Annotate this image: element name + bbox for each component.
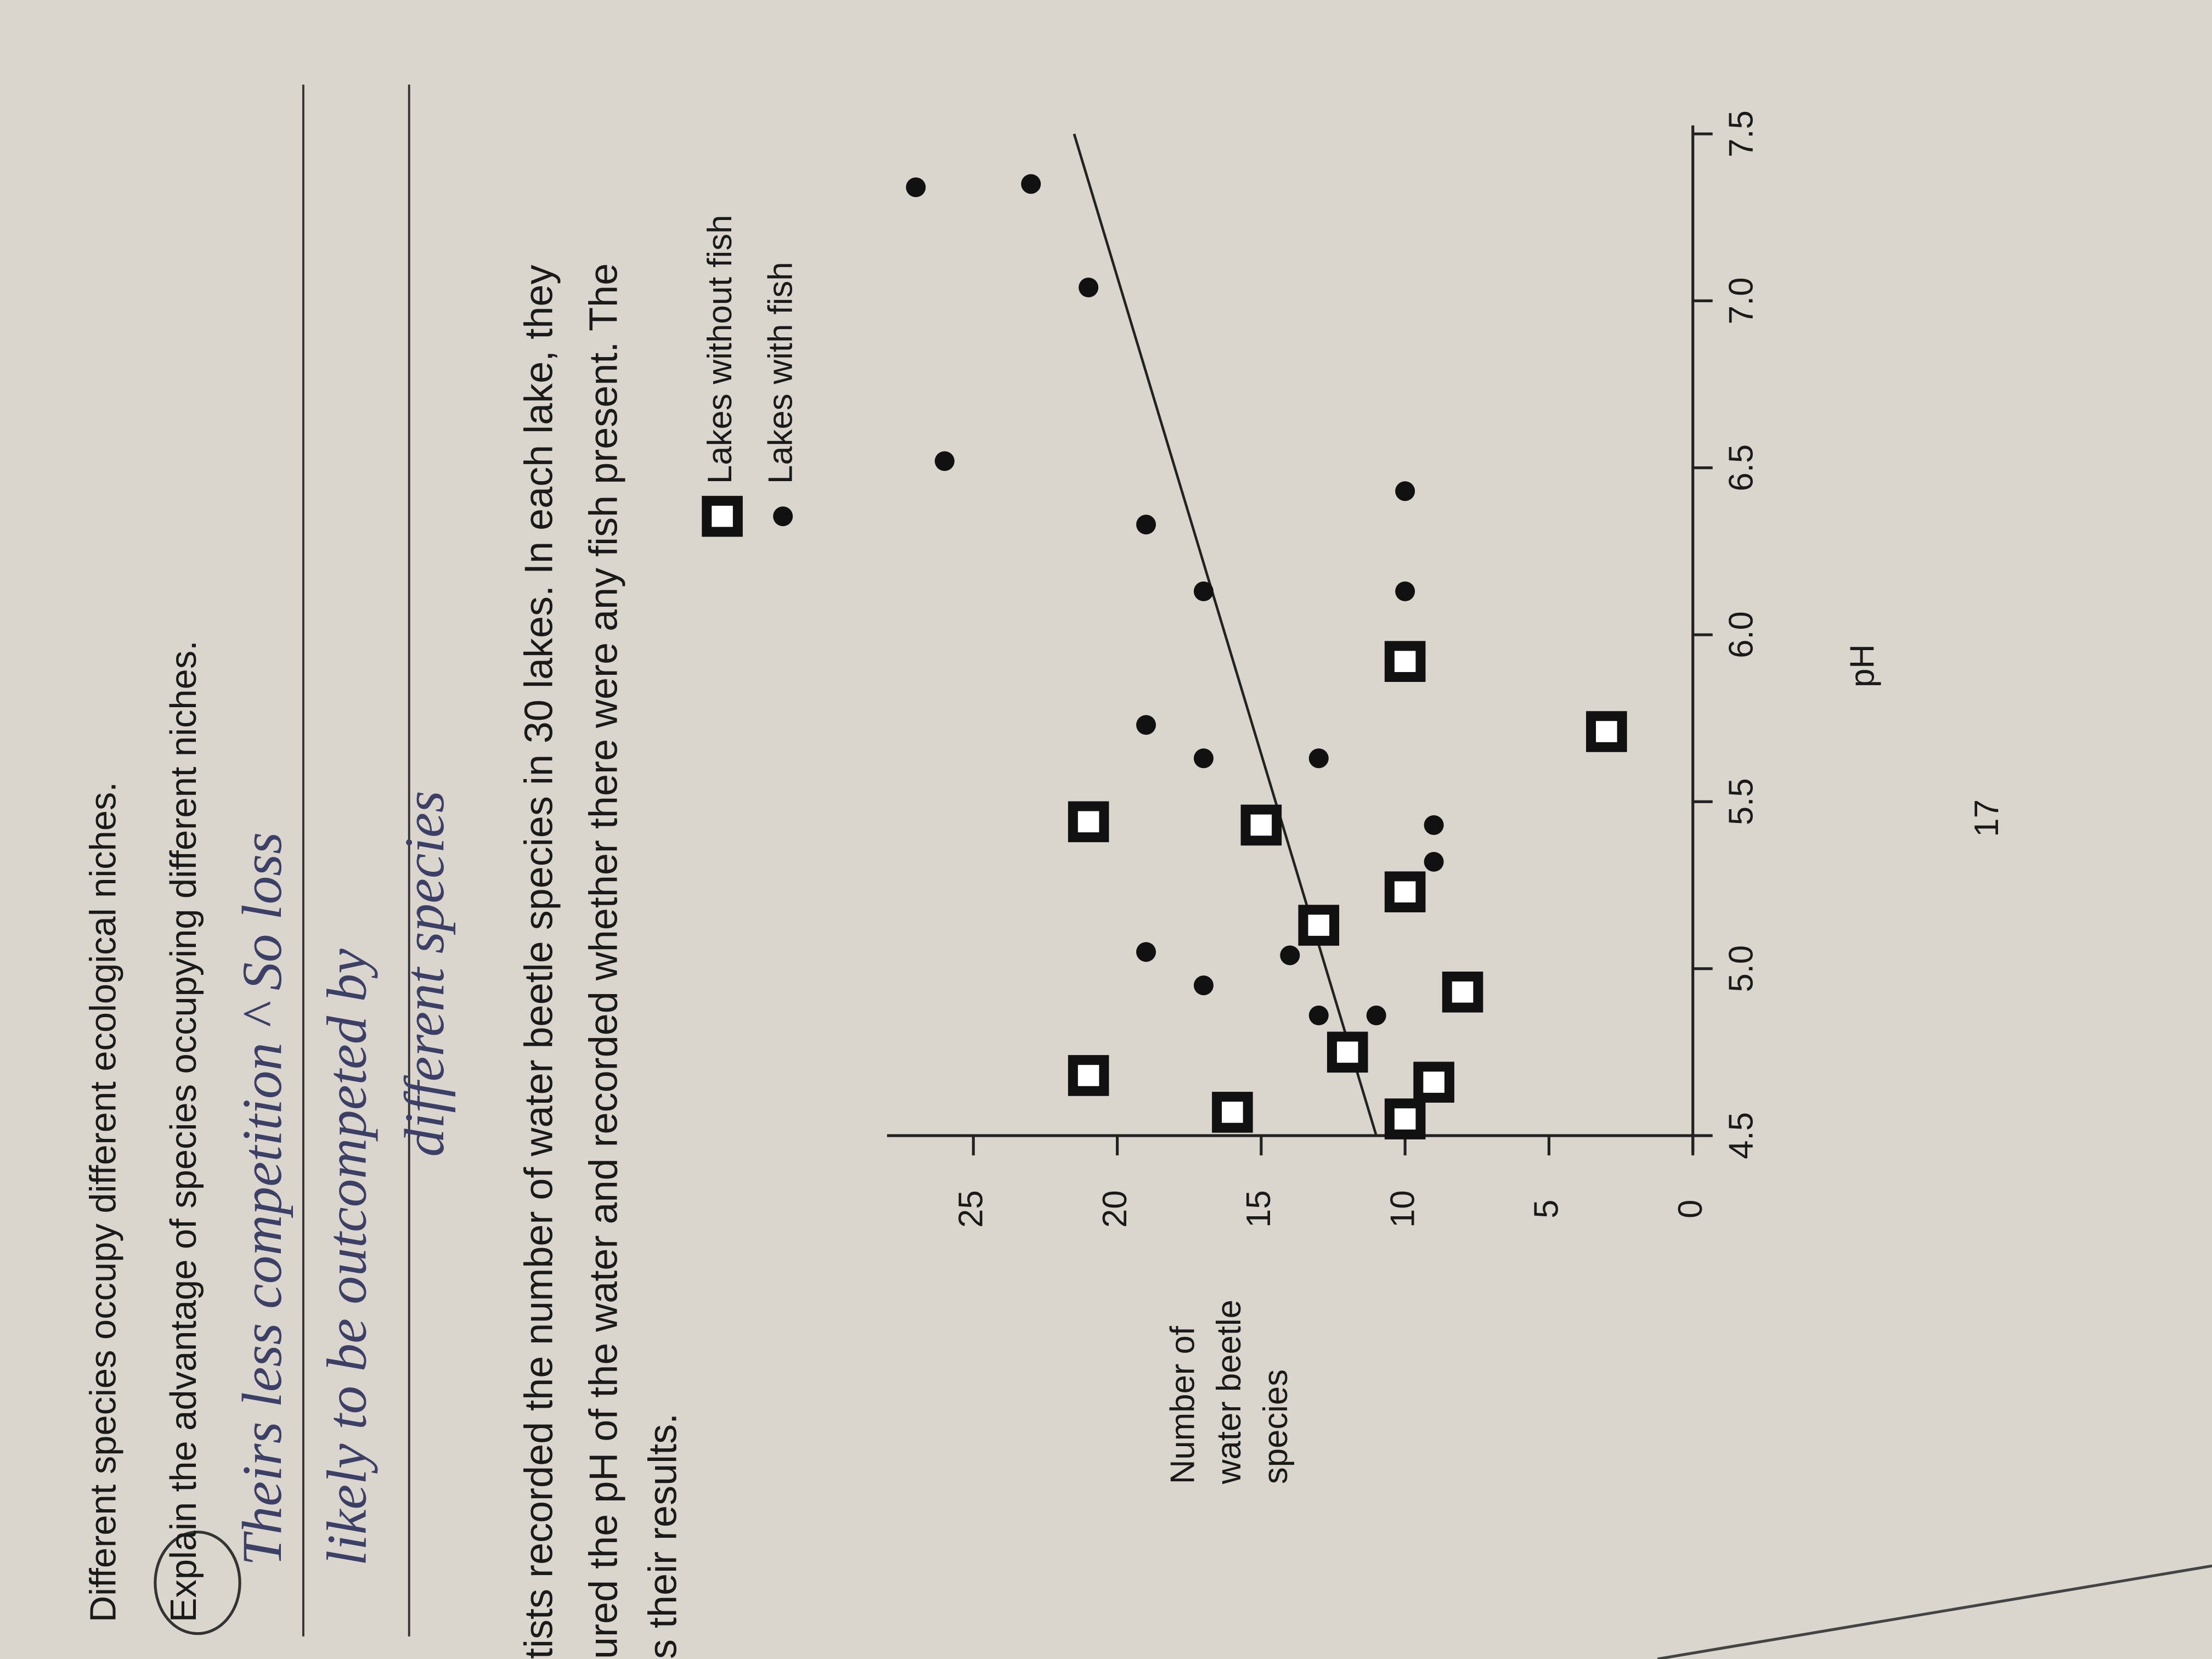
trend-line <box>1073 133 1378 1136</box>
legend-label: Lakes with fish <box>761 262 799 484</box>
data-point <box>1280 945 1300 966</box>
handwriting: different species <box>393 791 456 1156</box>
x-tick-label: 5.0 <box>1723 945 1760 992</box>
y-tick-label: 10 <box>1384 1190 1421 1228</box>
y-tick-label: 0 <box>1672 1200 1709 1218</box>
data-point <box>1395 481 1415 501</box>
x-tick-label: 7.0 <box>1723 277 1760 324</box>
y-axis-label: Number of <box>1164 1325 1201 1484</box>
data-point <box>934 451 955 471</box>
x-tick-label: 6.5 <box>1723 444 1760 492</box>
x-tick-label: 6.0 <box>1723 611 1760 658</box>
data-point <box>1193 581 1214 601</box>
data-point <box>1384 871 1426 912</box>
y-axis-label: water beetle <box>1210 1300 1248 1485</box>
data-point <box>1068 1055 1109 1096</box>
data-point <box>1424 815 1444 835</box>
data-point <box>1424 851 1444 872</box>
data-point <box>1366 1005 1386 1025</box>
y-axis-label: species <box>1257 1369 1295 1484</box>
x-axis-label: pH <box>1844 644 1882 687</box>
y-tick-label: 15 <box>1240 1190 1278 1228</box>
y-tick-label: 25 <box>952 1190 990 1228</box>
legend-marker <box>773 506 793 527</box>
data-point <box>1308 748 1329 769</box>
data-point <box>1212 1092 1253 1133</box>
data-point <box>1136 515 1156 535</box>
question-text: Different species occupy different ecolo… <box>83 782 124 1622</box>
pen-circle <box>154 1531 241 1635</box>
y-tick-label: 20 <box>1096 1190 1134 1228</box>
data-point <box>1193 748 1214 769</box>
data-point <box>1395 581 1415 601</box>
data-point <box>1308 1005 1329 1025</box>
handwriting: likely to be outcompeted by <box>315 949 378 1566</box>
x-tick-label: 4.5 <box>1723 1112 1760 1159</box>
legend-label: Lakes without fish <box>701 215 739 484</box>
data-point <box>906 177 926 198</box>
data-point <box>1068 801 1109 843</box>
data-point <box>1327 1031 1368 1073</box>
data-point <box>1384 641 1426 682</box>
data-point <box>1079 278 1099 298</box>
data-point <box>1586 711 1627 752</box>
data-point <box>1136 942 1156 962</box>
x-tick-label: 5.5 <box>1723 778 1760 825</box>
paragraph-line: tists recorded the number of water beetl… <box>517 265 561 1659</box>
handwriting: Theirs less competition ^ So loss <box>231 832 294 1566</box>
paragraph-line: s their results. <box>641 1413 685 1659</box>
data-point <box>1384 1098 1426 1139</box>
data-point <box>1298 905 1340 946</box>
data-point <box>1021 174 1041 194</box>
y-tick-label: 5 <box>1528 1200 1566 1218</box>
data-point <box>1240 804 1282 846</box>
legend-marker <box>702 495 743 537</box>
page-edge <box>1657 1564 2212 1659</box>
data-point <box>1136 715 1156 735</box>
data-point <box>1442 971 1483 1013</box>
x-tick-label: 7.5 <box>1723 110 1760 157</box>
paragraph-line: ured the pH of the water and recorded wh… <box>582 263 626 1659</box>
data-point <box>1413 1062 1454 1103</box>
page-number: 17 <box>1968 799 2006 837</box>
data-point <box>1193 975 1214 996</box>
question-text: Explain the advantage of species occupyi… <box>163 640 204 1622</box>
